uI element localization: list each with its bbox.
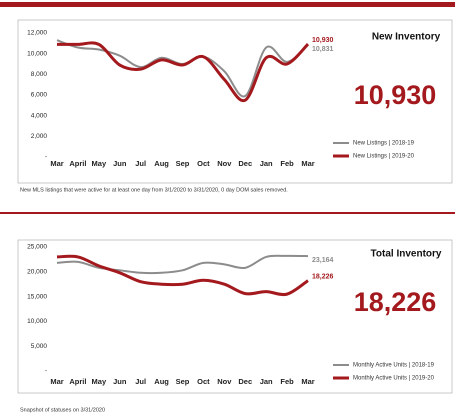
x-tick-label: Jul <box>135 159 146 168</box>
y-tick-label: - <box>45 154 47 161</box>
y-tick-label: 4,000 <box>31 112 48 119</box>
footnote: Snapshot of statuses on 3/31/2020 <box>20 407 105 413</box>
x-tick-label: Sep <box>176 377 190 386</box>
value-label: 10,930 <box>312 37 334 44</box>
legend-label: New Listings | 2018-19 <box>353 141 415 147</box>
headline-value: 18,226 <box>354 287 437 317</box>
x-tick-label: Aug <box>154 159 169 168</box>
header-bar <box>0 2 455 7</box>
line-series <box>56 254 309 297</box>
x-tick-label: Jul <box>135 377 146 386</box>
x-tick-label: Jan <box>260 377 273 386</box>
x-tick-label: April <box>69 159 86 168</box>
y-tick-label: 5,000 <box>31 343 48 350</box>
legend-label: New Listings | 2019-20 <box>353 154 415 160</box>
line-series <box>57 41 310 103</box>
y-tick-label: 10,000 <box>27 318 47 325</box>
x-tick-label: Feb <box>280 377 294 386</box>
value-label: 18,226 <box>312 273 334 280</box>
x-tick-label: Mar <box>50 159 63 168</box>
x-tick-label: Sep <box>176 159 190 168</box>
x-tick-label: Oct <box>197 159 210 168</box>
x-tick-label: Mar <box>50 377 63 386</box>
x-tick-label: Nov <box>217 159 232 168</box>
legend-label: Monthly Active Units | 2018-19 <box>353 363 435 369</box>
y-tick-label: 2,000 <box>31 133 48 140</box>
x-tick-label: April <box>69 377 86 386</box>
x-tick-label: Dec <box>238 159 252 168</box>
y-tick-label: 25,000 <box>27 244 47 251</box>
y-tick-label: 15,000 <box>27 293 47 300</box>
x-tick-label: May <box>92 159 107 168</box>
x-tick-label: Aug <box>154 377 169 386</box>
y-tick-label: 8,000 <box>31 71 48 78</box>
x-tick-label: Dec <box>238 377 252 386</box>
chart-title: Total Inventory <box>371 249 442 260</box>
x-tick-label: May <box>92 377 107 386</box>
y-tick-label: 10,000 <box>27 50 47 57</box>
x-tick-label: Jan <box>260 159 273 168</box>
y-tick-label: 12,000 <box>27 30 47 37</box>
line-series <box>56 39 309 98</box>
value-label: 10,831 <box>312 46 334 53</box>
x-tick-label: Nov <box>217 377 232 386</box>
y-tick-label: - <box>45 368 47 375</box>
divider-bar <box>0 212 455 214</box>
x-tick-label: Oct <box>197 377 210 386</box>
x-tick-label: Mar <box>301 159 314 168</box>
x-tick-label: Mar <box>301 377 314 386</box>
line-series <box>56 254 309 275</box>
legend-label: Monthly Active Units | 2019-20 <box>353 376 435 382</box>
panel <box>17 239 453 394</box>
footnote: New MLS listings that were active for at… <box>20 187 288 193</box>
y-tick-label: 6,000 <box>31 92 48 99</box>
panel <box>17 19 453 184</box>
headline-value: 10,930 <box>354 80 437 110</box>
x-tick-label: Jun <box>113 159 127 168</box>
chart-title: New Inventory <box>372 32 441 43</box>
x-tick-label: Jun <box>113 377 127 386</box>
x-tick-label: Feb <box>280 159 294 168</box>
value-label: 23,164 <box>312 257 334 264</box>
y-tick-label: 20,000 <box>27 269 47 276</box>
